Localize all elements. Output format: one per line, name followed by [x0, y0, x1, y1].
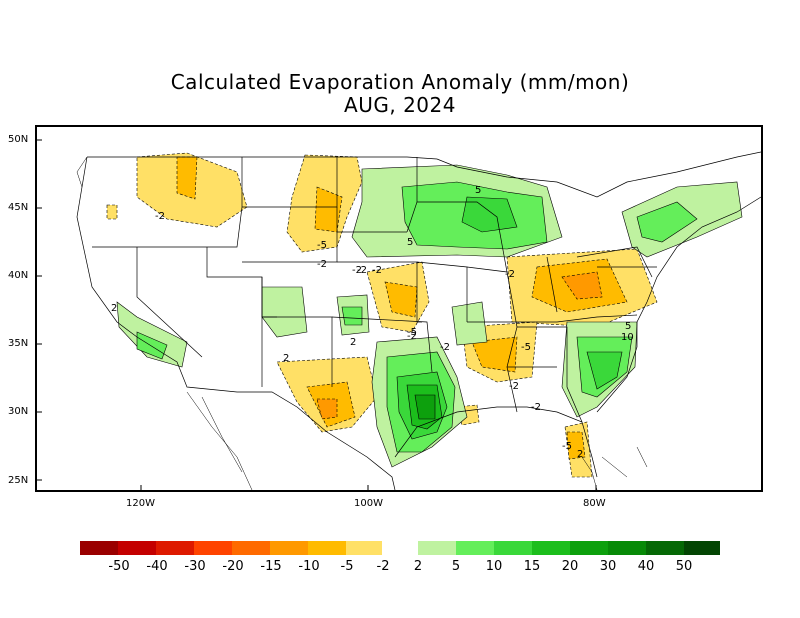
- legend-swatch-neg-30: [156, 541, 194, 555]
- legend-label: -40: [146, 559, 168, 574]
- contour-label: 2: [283, 353, 289, 364]
- contour-label: -5: [562, 441, 572, 452]
- contour-label: 5: [625, 321, 631, 332]
- legend-swatch-pos-10: [494, 541, 532, 555]
- legend-label: 50: [675, 559, 693, 574]
- legend-label: -10: [298, 559, 320, 574]
- contour-label: 2: [577, 449, 583, 460]
- contour-label: 2: [111, 303, 117, 314]
- map-subtitle: AUG, 2024: [344, 93, 456, 117]
- legend-swatch-pos-2: [418, 541, 456, 555]
- contour-label: -5: [407, 327, 417, 338]
- contour-label: 5: [407, 237, 413, 248]
- legend-swatch-pos-40: [646, 541, 684, 555]
- lat-tick-45n: 45N: [8, 202, 29, 213]
- lat-tick-40n: 40N: [8, 270, 29, 281]
- legend-swatch-pos-15: [532, 541, 570, 555]
- legend-label: 5: [451, 559, 461, 574]
- legend-label: 20: [561, 559, 579, 574]
- map-panel: -2 -5 -2 -2 -2 -5 5 -2 5 -2 2 -2 2 2 -5 …: [35, 125, 763, 492]
- legend-swatch-neg-50: [80, 541, 118, 555]
- legend-swatch-neg-5: [308, 541, 346, 555]
- contour-label: -2: [407, 331, 417, 342]
- contour-label: 10: [621, 332, 634, 343]
- legend-label: 10: [485, 559, 503, 574]
- contour-label: -5: [521, 342, 531, 353]
- contour-label: -2: [440, 342, 450, 353]
- state-boundaries: [76, 151, 761, 490]
- contour-label: -2: [505, 269, 515, 280]
- lat-tick-25n: 25N: [8, 475, 29, 486]
- legend-label: -5: [340, 559, 354, 574]
- contour-label: -2: [509, 381, 519, 392]
- legend-label: -20: [222, 559, 244, 574]
- contour-label: -2: [357, 265, 367, 276]
- legend-swatch-neg-40: [118, 541, 156, 555]
- evaporation-anomaly-map: -2 -5 -2 -2 -2 -5 5 -2 5 -2 2 -2 2 2 -5 …: [37, 139, 761, 490]
- legend-label: -2: [376, 559, 390, 574]
- legend-label: 2: [413, 559, 423, 574]
- legend-label: -15: [260, 559, 282, 574]
- legend-swatch-neg-2: [346, 541, 382, 555]
- legend-label: -50: [108, 559, 130, 574]
- legend-label: 15: [523, 559, 541, 574]
- legend-label: 30: [599, 559, 617, 574]
- lon-tick-80w: 80W: [583, 498, 606, 509]
- lat-tick-30n: 30N: [8, 406, 29, 417]
- lat-tick-50n: 50N: [8, 134, 29, 145]
- contour-label: -2: [372, 265, 382, 276]
- contour-label: -2: [531, 402, 541, 413]
- lon-tick-100w: 100W: [354, 498, 383, 509]
- legend-swatch-neg-20: [194, 541, 232, 555]
- legend-swatch-neg-15: [232, 541, 270, 555]
- contour-label: 2: [350, 337, 356, 348]
- legend-label: -30: [184, 559, 206, 574]
- contour-label: -2: [352, 265, 362, 276]
- positive-anomaly-regions: [116, 164, 743, 468]
- contour-label: -5: [317, 240, 327, 251]
- contour-label: 5: [475, 185, 481, 196]
- negative-anomaly-regions: [106, 152, 658, 478]
- legend-swatch-pos-50: [684, 541, 720, 555]
- legend-swatch-pos-5: [456, 541, 494, 555]
- map-title: Calculated Evaporation Anomaly (mm/mon): [170, 70, 630, 94]
- lon-tick-120w: 120W: [126, 498, 155, 509]
- legend-swatch-pos-20: [570, 541, 608, 555]
- contour-labels: -2 -5 -2 -2 -2 -5 5 -2 5 -2 2 -2 2 2 -5 …: [111, 185, 634, 460]
- contour-label: -2: [317, 259, 327, 270]
- lat-tick-35n: 35N: [8, 338, 29, 349]
- contour-label: -2: [155, 211, 165, 222]
- legend-label: 40: [637, 559, 655, 574]
- legend-swatch-pos-30: [608, 541, 646, 555]
- legend-swatch-neg-10: [270, 541, 308, 555]
